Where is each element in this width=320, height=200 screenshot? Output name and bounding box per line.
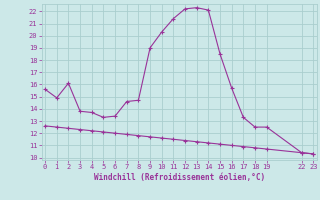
X-axis label: Windchill (Refroidissement éolien,°C): Windchill (Refroidissement éolien,°C) xyxy=(94,173,265,182)
